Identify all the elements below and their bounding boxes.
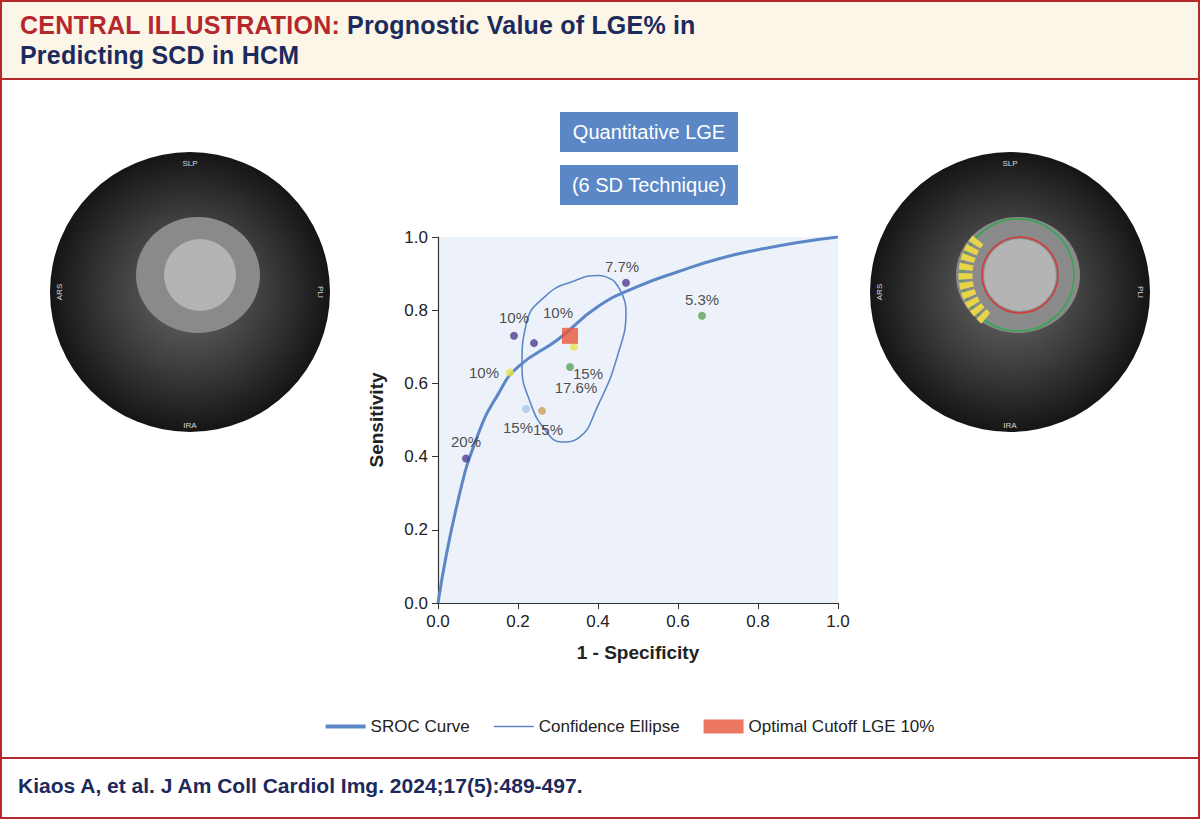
svg-text:0.8: 0.8 [746,612,770,631]
svg-text:10%: 10% [543,304,573,321]
svg-text:15%: 15% [573,365,603,382]
html-text:Quantitative LGE: Quantitative LGE [572,121,726,143]
html-text:CENTRAL ILLUSTRATION: Prognost: CENTRAL ILLUSTRATION: Prognostic Value o… [20,11,696,69]
svg-text:10%: 10% [499,309,529,326]
svg-text:0.2: 0.2 [404,520,428,539]
svg-text:1.0: 1.0 [826,612,850,631]
svg-text:15%: 15% [503,419,533,436]
svg-text:10%: 10% [469,364,499,381]
svg-text:SROC Curve: SROC Curve [371,717,470,736]
svg-text:IRA: IRA [183,421,197,430]
svg-text:0.4: 0.4 [586,612,610,631]
svg-text:SLP: SLP [1002,159,1017,168]
svg-text:ARS: ARS [875,284,884,300]
svg-text:IRA: IRA [1003,421,1017,430]
svg-text:0.4: 0.4 [404,447,428,466]
svg-text:0.8: 0.8 [404,301,428,320]
svg-text:0.0: 0.0 [404,594,428,613]
svg-text:0.6: 0.6 [666,612,690,631]
svg-text:SLP: SLP [182,159,197,168]
svg-text:Optimal Cutoff LGE 10%: Optimal Cutoff LGE 10% [749,717,935,736]
svg-text:PLI: PLI [1136,286,1145,298]
svg-text:5.3%: 5.3% [685,291,719,308]
svg-text:20%: 20% [451,433,481,450]
html-text:(6 SD Technique): (6 SD Technique) [571,174,727,196]
svg-text:17.6%: 17.6% [554,378,598,396]
svg-text:0.2: 0.2 [506,612,530,631]
svg-text:PLI: PLI [316,286,325,298]
svg-text:1.0: 1.0 [404,228,428,247]
svg-text:1 - Specificity: 1 - Specificity [577,642,700,663]
svg-text:0.6: 0.6 [404,374,428,393]
html-text:Kiaos A, et al. J Am Coll Card: Kiaos A, et al. J Am Coll Cardiol Img. 2… [18,774,583,797]
svg-text:15%: 15% [533,421,563,438]
svg-text:ARS: ARS [55,284,64,300]
svg-text:Sensitivity: Sensitivity [366,372,387,467]
svg-text:0.0: 0.0 [426,612,450,631]
svg-text:Confidence Ellipse: Confidence Ellipse [539,717,680,736]
svg-text:7.7%: 7.7% [605,258,639,275]
